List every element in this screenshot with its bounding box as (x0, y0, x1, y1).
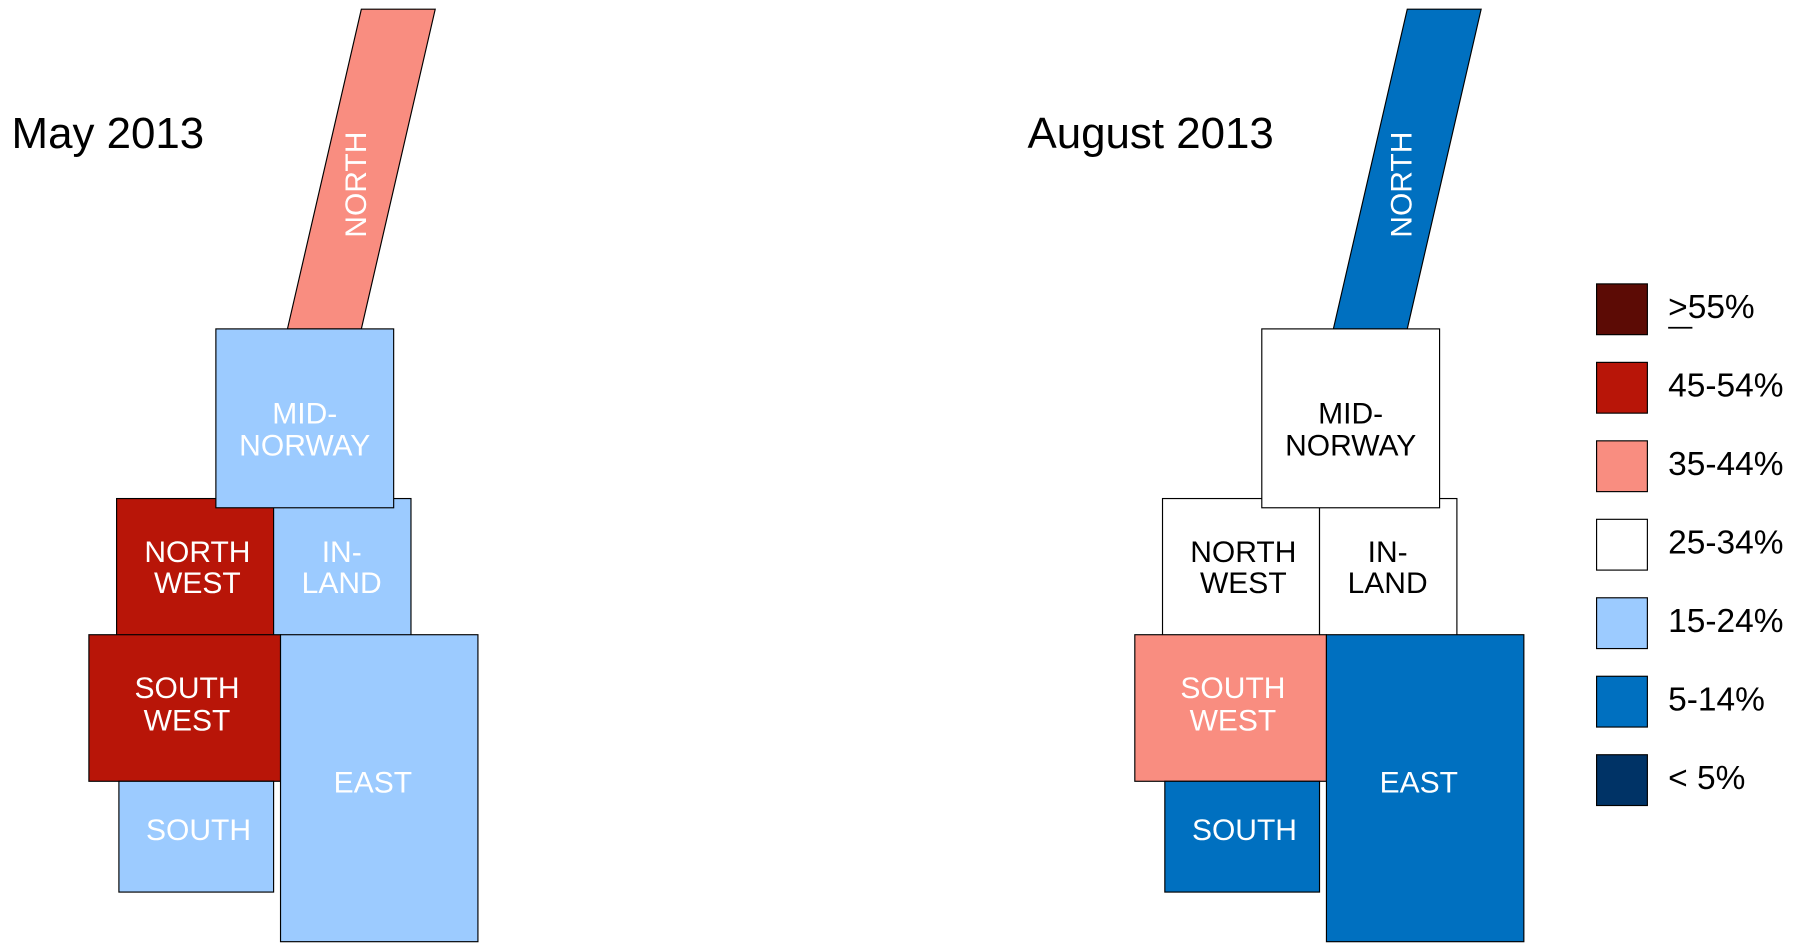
region-shape (1134, 634, 1328, 782)
region-label: NORTH (144, 536, 250, 569)
legend-label: >55% (1668, 289, 1755, 326)
map: May 2013 NORTHNORTHWESTIN-LANDMID-NORWAYS… (12, 8, 479, 943)
region: SOUTH (1164, 780, 1321, 893)
legend-label: 45-54% (1668, 368, 1783, 405)
region-label: NORTH (340, 132, 373, 238)
region-label: IN- (322, 536, 362, 569)
region: IN-LAND (1318, 497, 1458, 647)
legend-swatch (1596, 361, 1648, 414)
legend-swatch (1596, 283, 1648, 336)
region-label: WEST (1200, 567, 1287, 600)
region: EAST (279, 634, 479, 943)
region: NORTH (286, 8, 436, 330)
region-label: NORWAY (1285, 430, 1416, 463)
region: IN-LAND (273, 497, 412, 647)
legend: >55% 45-54% 35-44% 25-34% 15-24% 5-14% < 5% (1596, 283, 1784, 807)
region-label: SOUTH (1180, 672, 1285, 705)
region-shape (1164, 780, 1321, 893)
region-label: EAST (334, 767, 412, 800)
region-shape (1161, 497, 1321, 647)
region-label: IN- (1368, 536, 1408, 569)
region-label: SOUTH (146, 814, 251, 847)
region-shape (1261, 328, 1441, 509)
legend-label: < 5% (1668, 760, 1745, 797)
region: MID-NORWAY (1261, 328, 1441, 509)
legend-swatch (1596, 754, 1648, 807)
legend-swatch (1596, 518, 1648, 571)
map-title: May 2013 (12, 109, 205, 158)
legend-label: 5-14% (1668, 682, 1765, 719)
region-shape (88, 634, 282, 782)
region-shape (279, 634, 479, 943)
legend-label: 15-24% (1668, 603, 1783, 640)
region-shape (215, 328, 395, 509)
map: August 2013 NORTHNORTHWESTIN-LANDMID-NORW… (1027, 8, 1525, 943)
region-shape (1325, 634, 1525, 943)
legend-label: 35-44% (1668, 446, 1783, 483)
region: EAST (1325, 634, 1525, 943)
region-label: MID- (1318, 397, 1383, 430)
region-shape (118, 780, 275, 893)
region-label: LAND (302, 567, 382, 600)
region: NORTH (1332, 8, 1482, 330)
legend-swatch (1596, 597, 1648, 650)
region-label: NORTH (1190, 536, 1296, 569)
legend-swatch (1596, 440, 1648, 493)
region-shape (116, 497, 275, 647)
map-title: August 2013 (1027, 109, 1273, 158)
region-shape (1318, 497, 1458, 647)
legend-swatch (1596, 675, 1648, 728)
region-label: SOUTH (1192, 814, 1297, 847)
region-label: WEST (144, 704, 231, 737)
region: SOUTH (118, 780, 275, 893)
region-label: MID- (272, 397, 337, 430)
region: MID-NORWAY (215, 328, 395, 509)
region-label: WEST (154, 567, 241, 600)
region-label: WEST (1190, 704, 1277, 737)
region-label: NORTH (1386, 132, 1419, 238)
legend-label: 25-34% (1668, 525, 1783, 562)
region-label: NORWAY (239, 430, 370, 463)
region-label: EAST (1380, 767, 1458, 800)
region-label: SOUTH (135, 672, 240, 705)
region-label: LAND (1348, 567, 1428, 600)
